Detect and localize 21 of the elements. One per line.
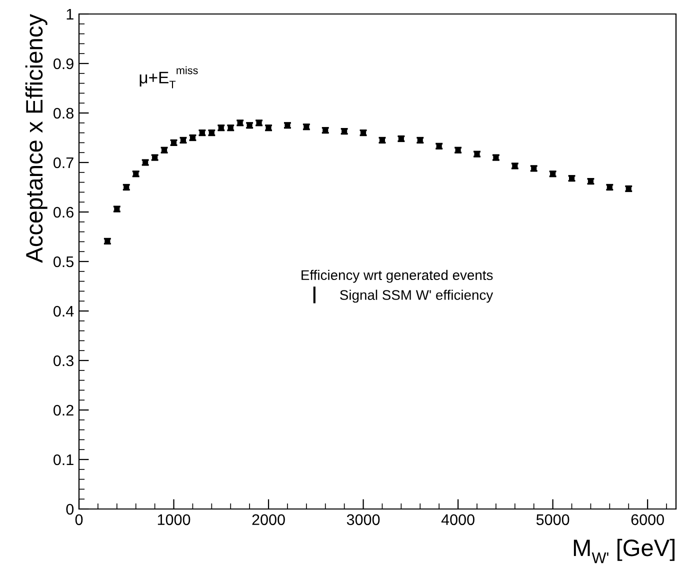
y-tick-label: 0: [66, 504, 74, 515]
y-tick-label: 0.4: [54, 306, 74, 317]
y-tick-label: 0.5: [54, 256, 74, 268]
x-tick-label: 4000: [441, 514, 474, 526]
x-tick-label: 0: [75, 514, 83, 526]
legend-title: Efficiency wrt generated events: [302, 270, 493, 283]
y-tick-label: 0.2: [54, 404, 74, 416]
x-tick-label: 5000: [536, 514, 570, 526]
y-axis-title: Acceptance x Efficiency: [25, 14, 48, 263]
y-tick-label: 0.7: [54, 157, 74, 168]
y-tick-label: 0.1: [54, 454, 74, 466]
x-tick-label: 2000: [252, 514, 285, 526]
x-tick-label: 3000: [346, 514, 380, 526]
y-tick-label: 0.8: [54, 108, 74, 119]
y-tick-label: 0.6: [54, 206, 74, 218]
y-tick-label: 0.3: [54, 355, 74, 366]
x-tick-label: 1000: [158, 514, 190, 526]
legend-label: Signal SSM W' efficiency: [340, 290, 494, 303]
y-tick-label: 1: [66, 9, 74, 20]
y-tick-label: 0.9: [54, 58, 74, 70]
x-tick-label: 6000: [631, 514, 664, 526]
